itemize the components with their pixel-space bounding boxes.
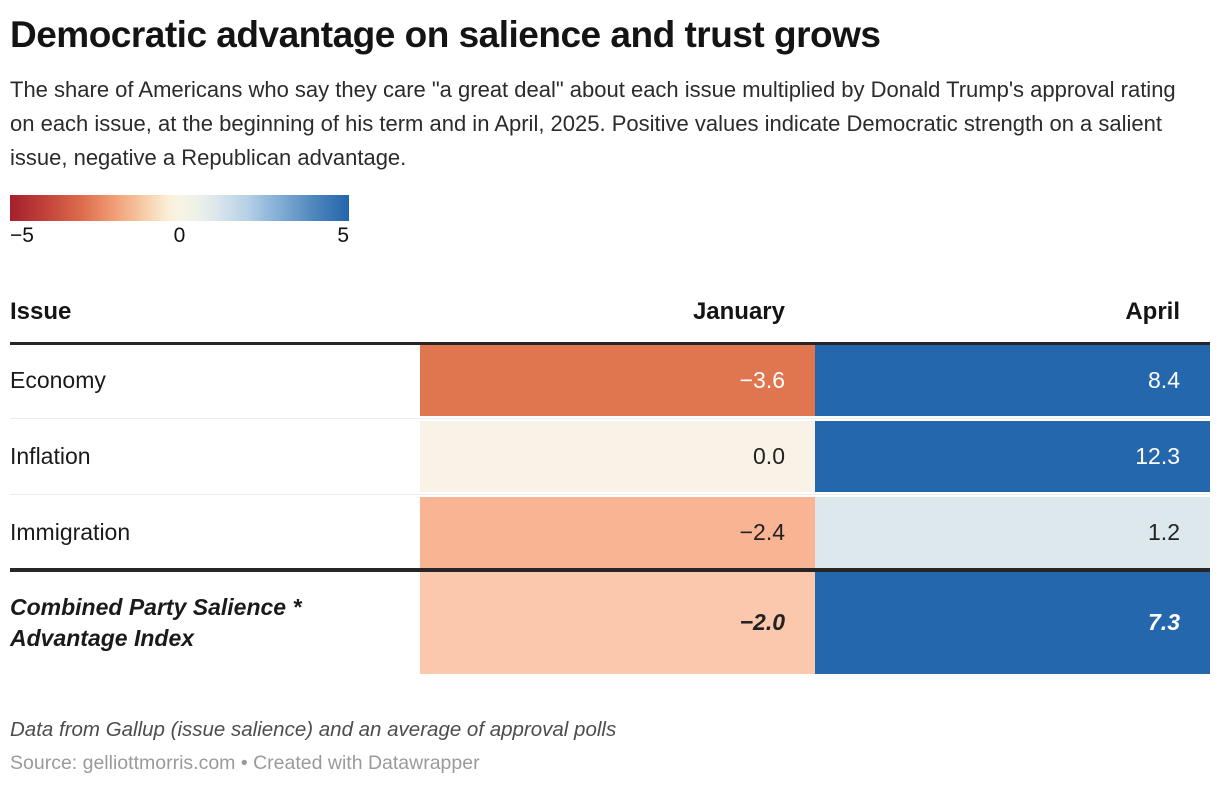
summary-divider <box>10 567 1210 572</box>
color-gradient-bar <box>10 194 349 221</box>
row-label: Combined Party Salience * Advantage Inde… <box>10 571 370 674</box>
value-cell-january: 0.0 <box>420 420 815 492</box>
row-label: Economy <box>10 344 420 416</box>
header-divider <box>10 341 1210 345</box>
table-row-economy: Economy −3.6 8.4 <box>10 344 1210 416</box>
value-cell-april: 7.3 <box>815 571 1210 674</box>
source-line: Source: gelliottmorris.com • Created wit… <box>10 751 480 774</box>
legend-labels: −5 0 5 <box>10 222 349 250</box>
table-row-immigration: Immigration −2.4 1.2 <box>10 496 1210 568</box>
value-cell-april: 8.4 <box>815 344 1210 416</box>
legend-min-label: −5 <box>10 223 34 247</box>
heatmap-table: Issue January April Economy −3.6 8.4 Inf… <box>10 298 1210 674</box>
chart-container: Democratic advantage on salience and tru… <box>0 0 1220 775</box>
value-cell-january: −2.0 <box>420 571 815 674</box>
table-header-row: Issue January April <box>10 298 1210 342</box>
value-cell-january: −3.6 <box>420 344 815 416</box>
column-header-issue: Issue <box>10 297 72 325</box>
row-divider <box>10 415 1210 421</box>
legend-max-label: 5 <box>337 223 349 247</box>
row-label: Inflation <box>10 420 420 492</box>
chart-subtitle: The share of Americans who say they care… <box>10 76 1176 170</box>
row-divider <box>10 491 1210 497</box>
value-cell-april: 12.3 <box>815 420 1210 492</box>
table-row-combined-index: Combined Party Salience * Advantage Inde… <box>10 571 1210 674</box>
table-row-inflation: Inflation 0.0 12.3 <box>10 420 1210 492</box>
legend-mid-label: 0 <box>173 223 186 247</box>
color-scale-legend: −5 0 5 <box>10 194 349 250</box>
column-header-april: April <box>1125 297 1180 325</box>
chart-footer: Data from Gallup (issue salience) and an… <box>10 718 1210 775</box>
value-cell-april: 1.2 <box>815 496 1210 568</box>
chart-title: Democratic advantage on salience and tru… <box>10 14 881 55</box>
value-cell-january: −2.4 <box>420 496 815 568</box>
row-label: Immigration <box>10 496 420 568</box>
column-header-january: January <box>692 297 785 325</box>
data-notes: Data from Gallup (issue salience) and an… <box>10 717 617 741</box>
